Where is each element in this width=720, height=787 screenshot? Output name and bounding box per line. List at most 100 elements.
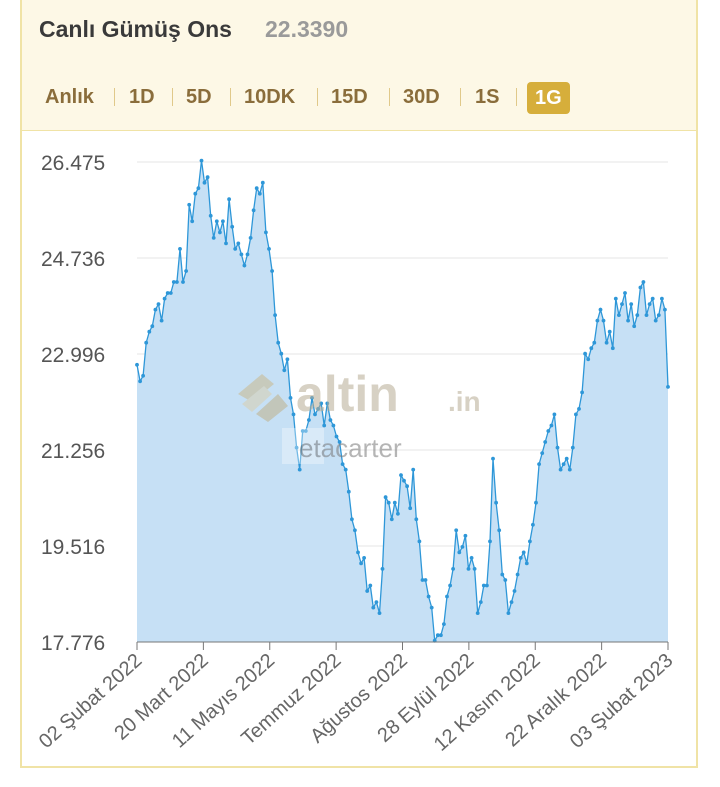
data-point <box>463 533 468 538</box>
data-point <box>635 313 640 317</box>
current-price: 22.3390 <box>265 16 349 42</box>
data-point <box>531 522 535 527</box>
data-point <box>497 528 502 533</box>
data-point <box>518 556 523 560</box>
data-point <box>454 528 459 533</box>
data-point <box>267 247 271 251</box>
data-point <box>466 567 471 571</box>
data-point <box>138 379 143 384</box>
data-point <box>638 285 643 290</box>
data-point <box>270 269 274 273</box>
data-point <box>589 346 594 351</box>
data-point <box>435 633 440 638</box>
y-tick-label: 26.475 <box>41 152 105 175</box>
data-point <box>389 517 394 522</box>
data-point <box>144 340 149 345</box>
y-axis: 26.475 24.736 22.996 21.256 19.516 17.776 <box>41 152 105 655</box>
data-point <box>647 302 652 306</box>
data-point <box>564 456 569 461</box>
data-point <box>583 351 587 356</box>
data-point <box>408 506 413 511</box>
data-point <box>405 484 409 489</box>
data-point <box>485 583 489 588</box>
data-point <box>617 313 621 317</box>
y-tick-label: 21.256 <box>41 440 105 463</box>
data-point <box>343 467 348 472</box>
tab-30d[interactable]: 30D <box>403 86 440 108</box>
data-point <box>472 567 477 571</box>
data-point <box>595 318 600 323</box>
y-tick-label: 17.776 <box>41 632 105 655</box>
data-point <box>285 357 290 362</box>
data-point <box>552 412 557 417</box>
tab-1s[interactable]: 1S <box>475 86 500 108</box>
data-point <box>141 373 146 378</box>
data-point <box>282 368 287 373</box>
data-point <box>641 280 646 284</box>
data-point <box>294 445 299 450</box>
data-point <box>257 191 262 196</box>
data-point <box>199 158 204 163</box>
data-point <box>211 236 216 240</box>
data-point <box>135 362 139 367</box>
data-point <box>549 423 554 428</box>
y-tick-label: 22.996 <box>41 344 105 367</box>
tab-5d[interactable]: 5D <box>186 86 212 108</box>
data-point <box>543 440 548 444</box>
data-point <box>208 213 213 218</box>
data-point <box>187 202 192 207</box>
card-header: Canlı Gümüş Ons 22.3390 <box>22 0 696 65</box>
series-area <box>137 160 668 642</box>
data-point <box>512 589 517 593</box>
data-point <box>561 462 566 466</box>
data-point <box>371 605 376 610</box>
tab-separator <box>389 88 390 106</box>
data-point <box>574 412 578 417</box>
altin-logo-icon <box>238 374 288 422</box>
data-point <box>300 429 305 433</box>
data-point <box>350 517 354 522</box>
y-tick-label: 24.736 <box>41 248 105 271</box>
data-point <box>524 561 529 566</box>
series-points <box>135 158 670 643</box>
data-point <box>491 456 495 461</box>
tab-separator <box>230 88 231 106</box>
tab-1d[interactable]: 1D <box>129 86 155 108</box>
data-point <box>368 583 373 588</box>
data-point <box>610 346 615 351</box>
data-point <box>567 467 572 472</box>
data-point <box>153 307 158 312</box>
data-point <box>291 412 296 417</box>
data-point <box>205 175 210 180</box>
tab-15d[interactable]: 15D <box>331 86 368 108</box>
data-point <box>442 622 446 626</box>
data-point <box>260 180 265 185</box>
data-point <box>475 611 480 615</box>
data-point <box>402 478 406 483</box>
data-point <box>233 247 238 251</box>
tab-10dk[interactable]: 10DK <box>244 86 296 108</box>
data-point <box>362 556 366 560</box>
data-point <box>337 440 342 444</box>
data-point <box>439 633 443 638</box>
data-point <box>365 589 370 593</box>
tab-1g[interactable]: 1G <box>527 82 570 114</box>
tab-anlik[interactable]: Anlık <box>45 86 94 108</box>
data-point <box>558 467 563 472</box>
data-point <box>451 567 455 571</box>
data-point <box>276 340 281 345</box>
data-point <box>546 429 551 433</box>
data-point <box>586 357 591 362</box>
data-point <box>420 578 425 582</box>
tab-separator <box>317 88 318 106</box>
data-point <box>248 236 253 240</box>
data-point <box>506 611 511 615</box>
data-point <box>171 280 176 284</box>
data-point <box>660 296 664 301</box>
data-point <box>254 186 259 191</box>
tab-separator <box>516 88 517 106</box>
data-point <box>423 578 428 582</box>
data-point <box>224 241 228 246</box>
data-point <box>147 329 152 334</box>
